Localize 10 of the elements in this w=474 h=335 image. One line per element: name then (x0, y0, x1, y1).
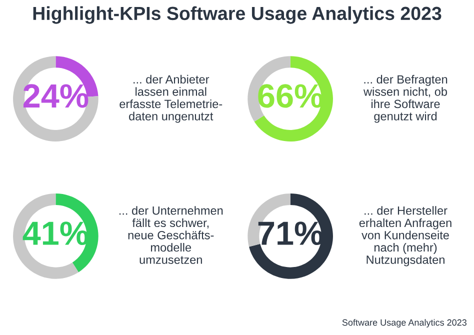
text: ... der Anbieter lassen einmal erfasste Telemetrie- daten ungenutzt (120, 74, 222, 123)
data-label: 66% (258, 84, 323, 108)
data-label: 24% (23, 84, 88, 108)
text: ... der Hersteller erhalten Anfragen von Kundenseite nach (mehr) Nutzungsdaten (359, 206, 452, 266)
text: ... der Unternehmen fällt es schwer, neue Geschäfts- modelle umzusetzen (119, 206, 223, 264)
data-label: 71% (258, 222, 323, 246)
text: Highlight-KPIs Software Usage Analytics 2023 (33, 6, 442, 24)
data-label: 41% (22, 222, 88, 246)
text: ... der Befragten wissen nicht, ob ihre Software genutzt wird (363, 74, 448, 123)
text: Software Usage Analytics 2023 (342, 319, 466, 328)
